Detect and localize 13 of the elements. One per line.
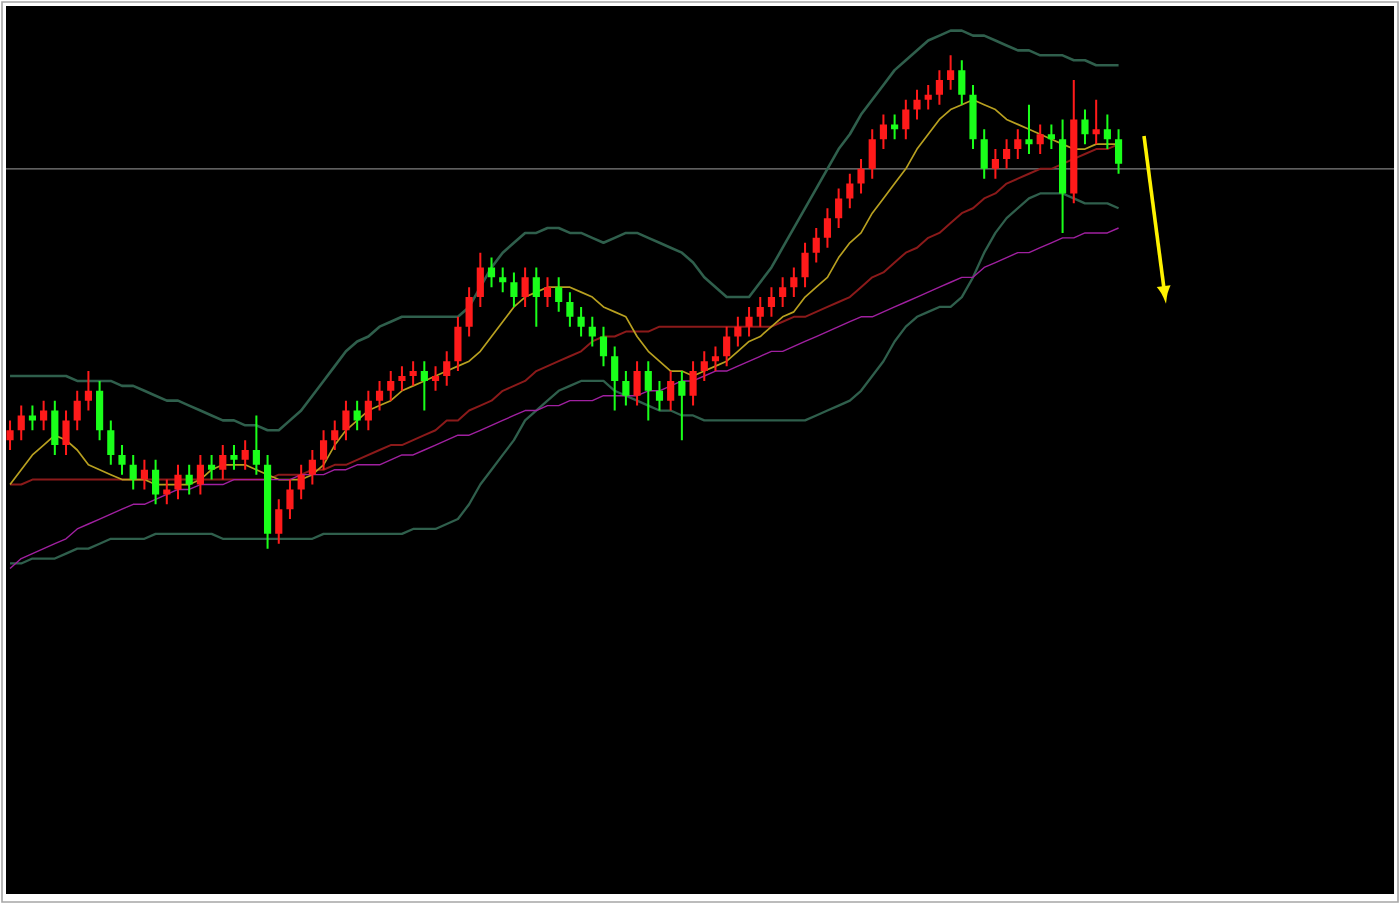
candlestick xyxy=(913,89,921,120)
candlestick xyxy=(6,420,14,450)
candlestick xyxy=(398,366,406,391)
candlestick xyxy=(286,479,294,520)
candlestick xyxy=(857,158,865,194)
candlestick xyxy=(230,445,238,470)
candlestick xyxy=(1092,99,1100,145)
candlestick xyxy=(543,277,552,307)
candlestick xyxy=(745,306,753,337)
candlestick xyxy=(689,361,697,406)
candlestick xyxy=(1081,109,1089,145)
candlestick xyxy=(118,445,126,475)
candlestick xyxy=(1025,104,1033,154)
